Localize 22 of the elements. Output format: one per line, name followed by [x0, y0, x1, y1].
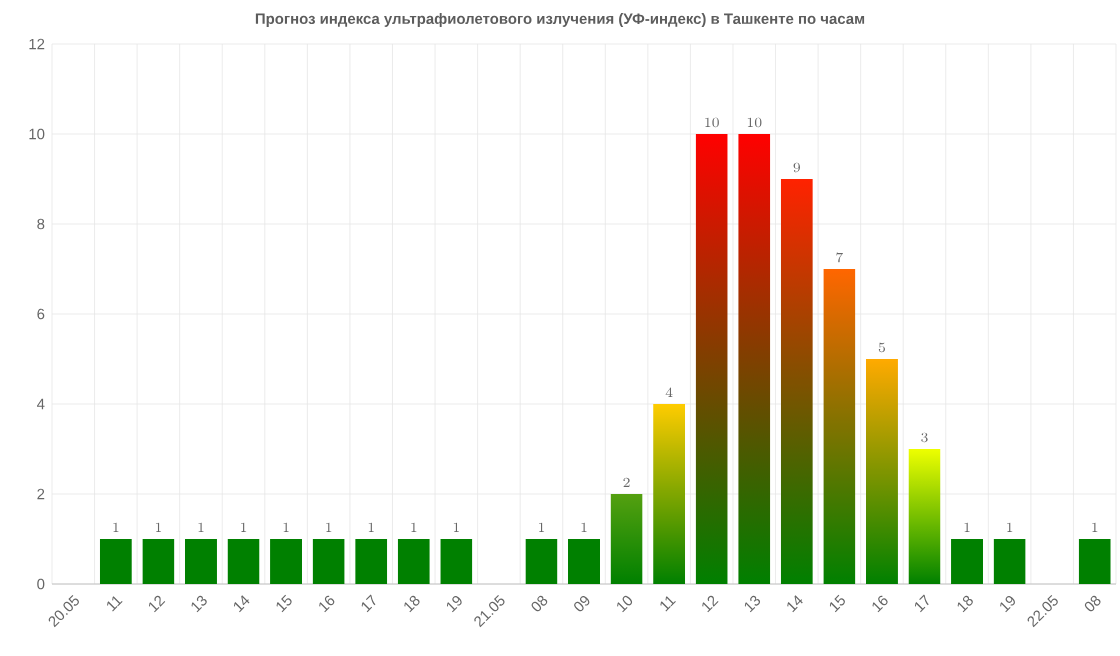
- bar: [951, 539, 984, 584]
- bar: [695, 134, 728, 584]
- bar: [270, 539, 303, 584]
- bar: [99, 539, 132, 584]
- bar: [865, 359, 898, 584]
- bar: [184, 539, 217, 584]
- bar: [823, 268, 856, 584]
- bar: [440, 539, 473, 584]
- bar: [653, 404, 686, 584]
- bar: [993, 539, 1026, 584]
- bar: [397, 539, 430, 584]
- bar: [780, 178, 813, 584]
- bar: [908, 449, 941, 584]
- bar: [568, 539, 601, 584]
- bar: [1078, 539, 1111, 584]
- bar: [142, 539, 175, 584]
- bar: [738, 134, 771, 584]
- bar: [610, 494, 643, 584]
- bar: [525, 539, 558, 584]
- bar: [355, 539, 388, 584]
- bar: [312, 539, 345, 584]
- bar: [227, 539, 260, 584]
